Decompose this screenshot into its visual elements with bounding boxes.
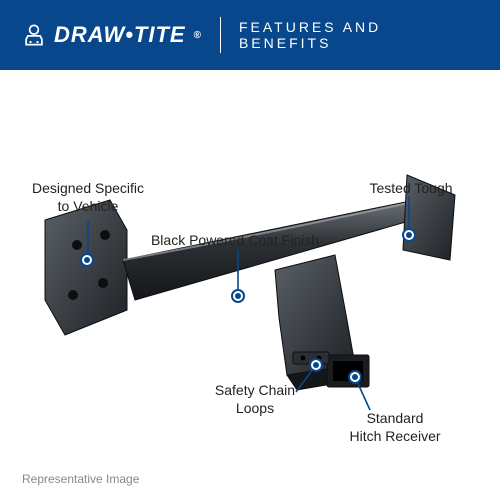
callout-label-tested: Tested Tough <box>356 180 466 198</box>
footer-note: Representative Image <box>22 472 139 486</box>
hitch-ball-icon <box>20 21 48 49</box>
product-canvas: Designed Specificto Vehicle Black Powered… <box>0 70 500 500</box>
brand-text: DRAW•TITE <box>54 22 186 48</box>
callout-marker-loops <box>309 358 323 372</box>
header-bar: DRAW•TITE ® FEATURES AND BENEFITS <box>0 0 500 70</box>
header-divider <box>220 17 221 53</box>
header-subtitle: FEATURES AND BENEFITS <box>239 19 480 51</box>
brand-logo: DRAW•TITE ® <box>20 21 202 49</box>
callout-marker-receiver <box>348 370 362 384</box>
callout-marker-black <box>231 289 245 303</box>
callout-label-loops: Safety ChainLoops <box>200 382 310 417</box>
callout-label-receiver: StandardHitch Receiver <box>335 410 455 445</box>
callout-marker-designed <box>80 253 94 267</box>
callout-label-designed: Designed Specificto Vehicle <box>18 180 158 215</box>
callout-label-black: Black Powered Coat Finish <box>130 232 340 250</box>
reg-mark: ® <box>194 30 202 41</box>
callout-marker-tested <box>402 228 416 242</box>
